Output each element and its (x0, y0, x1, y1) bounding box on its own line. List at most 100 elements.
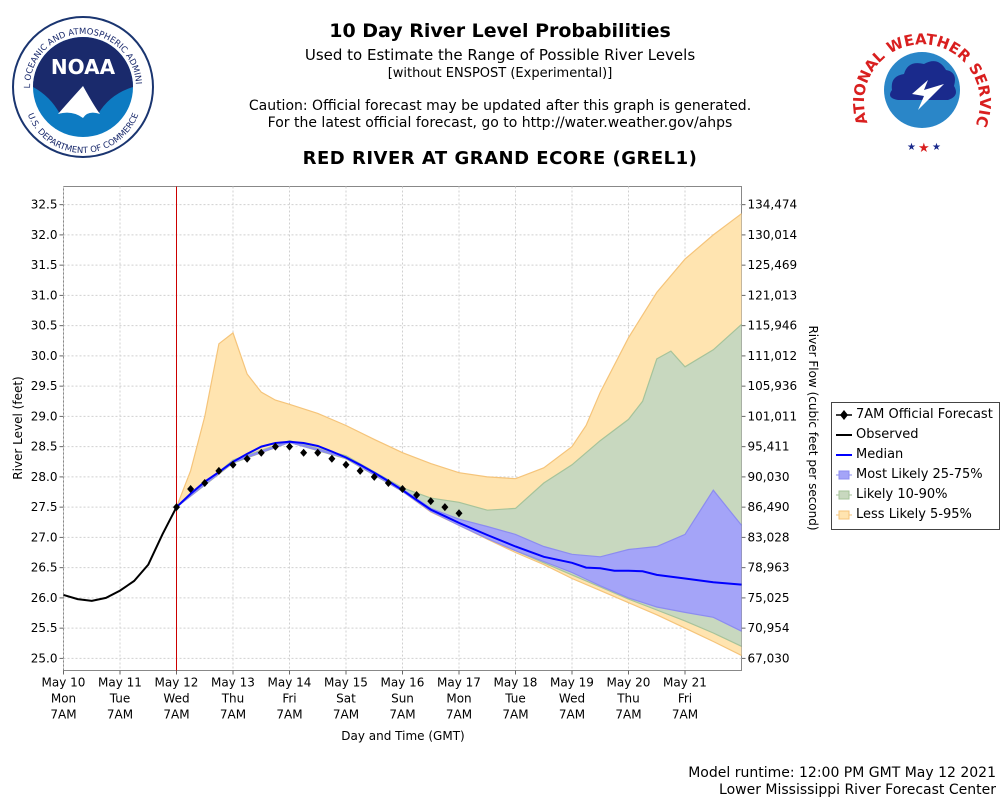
x-tick-label: May 18 (494, 676, 538, 690)
y2-tick-label: 90,030 (748, 470, 790, 484)
probability-bands (175, 213, 742, 656)
star-icon: ★ (918, 141, 930, 155)
x-axis-label: Day and Time (GMT) (341, 729, 464, 743)
chart-subnote: [without ENSPOST (Experimental)] (387, 66, 613, 81)
x-tick-label: Fri (282, 692, 296, 706)
x-tick-label: 7AM (672, 708, 698, 722)
station-title: RED RIVER AT GRAND ECORE (GREL1) (302, 148, 698, 169)
forecast-markers (173, 442, 463, 518)
y-tick-label: 29.0 (31, 409, 58, 423)
x-tick-label: Wed (559, 692, 585, 706)
forecast-point (286, 442, 293, 451)
y-tick-label: 28.0 (31, 470, 58, 484)
x-tick-label: Mon (446, 692, 471, 706)
y-tick-label: 26.0 (31, 591, 58, 605)
y2-tick-label: 70,954 (748, 621, 790, 635)
forecast-point (300, 448, 308, 457)
y-tick-label: 32.0 (31, 228, 58, 242)
y2-tick-label: 78,963 (748, 561, 790, 575)
y-axis-ticks: 25.0 25.5 26.0 26.5 27.0 27.5 28.0 28.5 29.0 29.5… (31, 198, 64, 665)
band-25-75-upper-edge (176, 440, 742, 558)
x-tick-label: 7AM (220, 708, 246, 722)
x-tick-label: Wed (163, 692, 189, 706)
x-tick-label: May 16 (381, 676, 425, 690)
x-tick-label: 7AM (50, 708, 76, 722)
forecast-point (187, 485, 195, 493)
caution-line-2: For the latest official forecast, go to … (267, 115, 733, 131)
band-25-75-lower-edge (176, 441, 742, 632)
legend-label: 7AM Official Forecast (856, 407, 993, 422)
x-tick-label: Fri (678, 692, 692, 706)
x-tick-label: 7AM (107, 708, 133, 722)
y-axis-label: River Level (feet) (11, 376, 25, 479)
median-line (175, 440, 742, 586)
x-axis-ticks: May 10 Mon 7AM May 11 Tue 7AM May 12 Wed 7AM May … (42, 670, 707, 722)
forecast-point (173, 503, 180, 512)
forecast-point (427, 497, 435, 506)
y2-tick-label: 130,014 (748, 228, 798, 242)
x-tick-label: 7AM (163, 708, 189, 722)
band-10-90-upper-edge (176, 323, 742, 511)
x-tick-label: Thu (616, 692, 640, 706)
x-tick-label: May 20 (607, 676, 651, 690)
y2-tick-label: 83,028 (748, 530, 790, 544)
y2-axis-label: River Flow (cubic feet per second) (806, 325, 820, 530)
band-5-95-upper-edge (175, 213, 742, 508)
forecast-point (314, 448, 322, 457)
y-tick-label: 30.0 (31, 349, 58, 363)
x-tick-label: May 19 (550, 676, 594, 690)
legend-label: Less Likely 5-95% (856, 507, 972, 522)
forecast-point (215, 466, 223, 475)
x-tick-label: May 12 (155, 676, 199, 690)
chart-subtitle: Used to Estimate the Range of Possible R… (304, 46, 696, 64)
y-tick-label: 26.5 (31, 561, 58, 575)
x-tick-label: May 15 (324, 676, 368, 690)
noaa-logo: NOAA NATIONAL OCEANIC AND ATMOSPHERIC AD… (10, 14, 154, 158)
forecast-point (243, 454, 251, 463)
x-tick-label: May 10 (42, 676, 86, 690)
forecast-point (413, 491, 421, 500)
x-tick-label: Sat (336, 692, 356, 706)
star-icon: ★ (907, 142, 916, 153)
x-tick-label: 7AM (389, 708, 415, 722)
legend-label: Observed (856, 427, 919, 442)
area-swatch-icon (836, 470, 852, 480)
series-lines (63, 186, 742, 671)
forecast-point (399, 485, 406, 493)
legend-label: Most Likely 25-75% (856, 467, 983, 482)
forecast-point (229, 460, 237, 469)
y2-tick-label: 115,946 (748, 319, 798, 333)
caution-line-1: Caution: Official forecast may be update… (248, 98, 752, 114)
y-tick-label: 29.5 (31, 379, 58, 393)
y-tick-label: 31.5 (31, 258, 58, 272)
y-tick-label: 25.0 (31, 651, 58, 665)
x-tick-label: 7AM (446, 708, 472, 722)
x-tick-label: 7AM (615, 708, 641, 722)
y-tick-label: 28.5 (31, 440, 58, 454)
area-swatch-icon (836, 510, 852, 520)
forecast-point (384, 478, 392, 487)
y-tick-label: 27.0 (31, 530, 58, 544)
x-tick-label: 7AM (559, 708, 585, 722)
forecast-point (328, 454, 336, 463)
x-tick-label: Tue (504, 692, 526, 706)
legend-label: Likely 10-90% (856, 487, 948, 502)
y-tick-label: 30.5 (31, 319, 58, 333)
forecast-point (441, 503, 449, 512)
noaa-logo-text: NOAA (51, 55, 116, 79)
forecast-point (342, 460, 350, 469)
y2-tick-label: 75,025 (748, 591, 790, 605)
forecast-point (201, 478, 209, 487)
x-tick-label: May 21 (663, 676, 707, 690)
y-tick-label: 32.5 (31, 198, 58, 212)
y2-tick-label: 67,030 (748, 651, 790, 665)
y2-tick-label: 134,474 (748, 198, 798, 212)
y2-tick-label: 86,490 (748, 500, 790, 514)
y2-tick-label: 121,013 (748, 288, 798, 302)
x-tick-label: 7AM (333, 708, 359, 722)
forecast-point (356, 466, 364, 475)
legend-label: Median (856, 447, 904, 462)
forecast-center: Lower Mississippi River Forecast Center (719, 782, 996, 798)
forecast-point (455, 509, 463, 518)
model-runtime: Model runtime: 12:00 PM GMT May 12 2021 (688, 765, 996, 781)
